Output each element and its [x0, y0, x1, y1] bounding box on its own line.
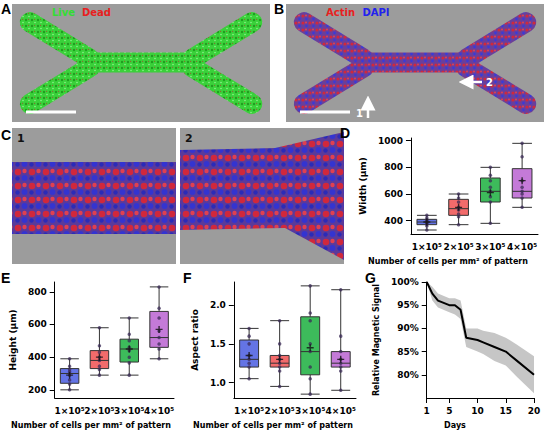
- svg-text:2×10⁵: 2×10⁵: [265, 406, 295, 416]
- svg-text:600: 600: [28, 319, 47, 329]
- svg-text:2: 2: [486, 77, 493, 88]
- svg-text:Live: Live: [52, 7, 75, 18]
- svg-text:85%: 85%: [397, 347, 419, 357]
- svg-text:Actin: Actin: [326, 7, 355, 18]
- svg-text:D: D: [340, 125, 350, 141]
- svg-text:2: 2: [185, 132, 193, 145]
- svg-text:Dead: Dead: [82, 7, 111, 18]
- svg-text:5: 5: [446, 406, 452, 416]
- svg-text:800: 800: [28, 287, 47, 297]
- svg-text:E: E: [1, 270, 10, 286]
- svg-text:Relative Magnetic Signal: Relative Magnetic Signal: [372, 284, 381, 396]
- svg-text:Number of cells per mm² of pat: Number of cells per mm² of pattern: [368, 257, 528, 266]
- svg-text:1000: 1000: [378, 136, 403, 146]
- svg-text:G: G: [365, 270, 376, 286]
- svg-text:600: 600: [384, 189, 403, 199]
- svg-text:400: 400: [384, 216, 403, 226]
- svg-text:1×10⁵: 1×10⁵: [54, 406, 84, 416]
- svg-text:4×10⁵: 4×10⁵: [144, 406, 174, 416]
- svg-text:Days: Days: [444, 421, 466, 430]
- svg-text:2×10⁵: 2×10⁵: [443, 242, 473, 252]
- svg-text:Number of cells per mm² of pat: Number of cells per mm² of pattern: [11, 421, 171, 430]
- svg-text:Width (µm): Width (µm): [358, 157, 368, 215]
- svg-text:90%: 90%: [397, 323, 419, 333]
- svg-text:15: 15: [499, 406, 512, 416]
- svg-text:1.0: 1.0: [210, 378, 226, 388]
- svg-text:C: C: [1, 127, 11, 143]
- svg-text:4×10⁵: 4×10⁵: [326, 406, 356, 416]
- svg-text:95%: 95%: [397, 300, 419, 310]
- svg-text:2.0: 2.0: [210, 300, 226, 310]
- svg-text:Aspect ratio: Aspect ratio: [190, 309, 200, 371]
- svg-text:B: B: [274, 1, 284, 17]
- svg-text:A: A: [1, 1, 11, 17]
- svg-text:F: F: [183, 270, 192, 286]
- svg-text:400: 400: [28, 352, 47, 362]
- svg-text:100%: 100%: [391, 277, 419, 287]
- svg-text:3×10⁵: 3×10⁵: [475, 242, 505, 252]
- svg-text:3×10⁵: 3×10⁵: [295, 406, 325, 416]
- svg-text:1: 1: [424, 406, 430, 416]
- svg-text:1: 1: [356, 108, 363, 119]
- svg-text:10: 10: [471, 406, 484, 416]
- svg-text:1.5: 1.5: [210, 339, 226, 349]
- svg-text:Height (µm): Height (µm): [8, 309, 18, 370]
- svg-text:20: 20: [528, 406, 541, 416]
- svg-text:1×10⁵: 1×10⁵: [412, 242, 442, 252]
- svg-text:Number of cells per mm² of pat: Number of cells per mm² of pattern: [193, 421, 353, 430]
- svg-text:800: 800: [384, 162, 403, 172]
- svg-text:2×10⁵: 2×10⁵: [84, 406, 114, 416]
- svg-text:3×10⁵: 3×10⁵: [114, 406, 144, 416]
- svg-text:200: 200: [28, 385, 47, 395]
- svg-text:80%: 80%: [397, 370, 419, 380]
- svg-text:DAPI: DAPI: [363, 7, 390, 18]
- svg-text:4×10⁵: 4×10⁵: [507, 242, 537, 252]
- svg-text:1: 1: [17, 132, 25, 145]
- svg-text:1×10⁵: 1×10⁵: [234, 406, 264, 416]
